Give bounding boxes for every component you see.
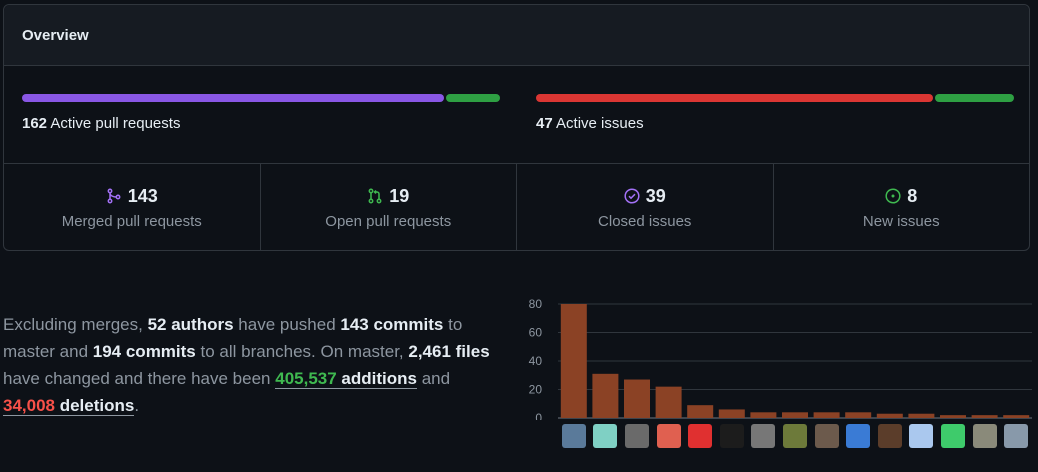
contributor-bar[interactable] [687,405,714,418]
contributor-bar[interactable] [718,409,745,418]
avatar-logo-S[interactable] [656,424,681,448]
open-segment [446,94,500,102]
issues-progress-bar [536,94,1014,102]
pull-request-icon [368,188,382,204]
contributor-bar[interactable] [624,379,650,418]
contributors-chart: 0 20 40 60 80 [520,290,1038,455]
avatar-photo[interactable] [783,424,807,448]
active-issues-text: Active issues [556,115,644,132]
additions-link[interactable]: 405,537 additions [275,369,417,389]
avatar-photo[interactable] [972,424,997,448]
deletions-link[interactable]: 34,008 deletions [3,396,135,416]
stats-row: 143 Merged pull requests 19 Open pull re… [4,164,1029,251]
new-issues-count: 8 [907,185,918,206]
active-pull-requests-text: Active pull requests [50,115,181,132]
commit-summary: Excluding merges, 52 authors have pushed… [3,315,490,416]
active-pull-requests-count: 162 [22,115,48,132]
closed-segment [536,94,933,102]
avatar-photo[interactable] [877,424,902,448]
avatar-photo[interactable] [751,424,776,448]
avatar-bot[interactable] [846,424,871,448]
avatar-identicon[interactable] [909,424,934,448]
contributor-bar[interactable] [750,412,777,418]
avatar-identicon[interactable] [941,424,965,448]
avatar-photo[interactable] [625,424,649,448]
avatar-pixel-art[interactable] [719,424,744,448]
overview-title: Overview [4,5,1029,66]
active-issues-label: 47 Active issues [536,115,1014,132]
new-issues-stat[interactable]: 8 New issues [774,164,1030,251]
merged-segment [22,94,444,102]
contributor-bar[interactable] [908,413,935,418]
avatar-logo-T[interactable] [593,424,618,448]
active-pull-requests-label: 162 Active pull requests [22,115,500,132]
pull-requests-progress-bar [22,94,500,102]
contributor-bar[interactable] [1003,415,1030,418]
overview-panel: Overview 162 Active pull requests 47 Act… [3,4,1030,251]
all-branches-commits-count: 194 commits [92,342,196,361]
new-segment [935,94,1014,102]
contributor-bar[interactable] [813,412,840,418]
contributor-bar[interactable] [782,412,808,418]
closed-issues-label: Closed issues [598,212,692,230]
open-pull-requests-stat[interactable]: 19 Open pull requests [261,164,517,251]
y-tick-label: 80 [529,297,543,311]
open-pull-requests-label: Open pull requests [325,212,452,230]
merged-pull-requests-count: 143 [127,185,158,206]
contributor-bar[interactable] [971,415,998,418]
contributor-bar[interactable] [845,412,872,418]
avatar-logo-CI[interactable] [688,424,713,448]
contributor-bar[interactable] [655,386,682,418]
pull-requests-summary[interactable]: 162 Active pull requests [22,94,500,132]
avatar-photo[interactable] [814,424,839,448]
activity-bars: 162 Active pull requests 47 Active issue… [4,66,1029,164]
check-circle-icon [624,188,640,204]
master-commits-count: 143 commits [340,315,444,334]
merged-pull-requests-label: Merged pull requests [61,212,202,230]
closed-issues-stat[interactable]: 39 Closed issues [517,164,774,251]
contributor-bar[interactable] [876,413,903,418]
open-pull-requests-count: 19 [389,185,410,206]
authors-count: 52 authors [147,315,234,334]
y-tick-label: 20 [529,383,543,397]
contributors-bar-chart: 0 20 40 60 80 [529,297,1032,420]
y-tick-label: 40 [529,354,543,368]
avatar-photo[interactable] [561,424,586,448]
active-issues-count: 47 [536,115,553,132]
issue-opened-icon [885,188,901,204]
merge-icon [107,188,121,204]
contributor-bar[interactable] [940,415,966,418]
y-tick-label: 60 [529,326,543,340]
closed-issues-count: 39 [645,185,666,206]
merged-pull-requests-stat[interactable]: 143 Merged pull requests [4,164,261,251]
contributor-bar[interactable] [560,304,587,418]
y-tick-label: 0 [535,411,542,420]
contributor-bar[interactable] [592,373,619,418]
files-changed-count: 2,461 files [408,342,490,361]
avatar-photo[interactable] [1004,424,1029,448]
new-issues-label: New issues [862,212,940,230]
issues-summary[interactable]: 47 Active issues [536,94,1014,132]
